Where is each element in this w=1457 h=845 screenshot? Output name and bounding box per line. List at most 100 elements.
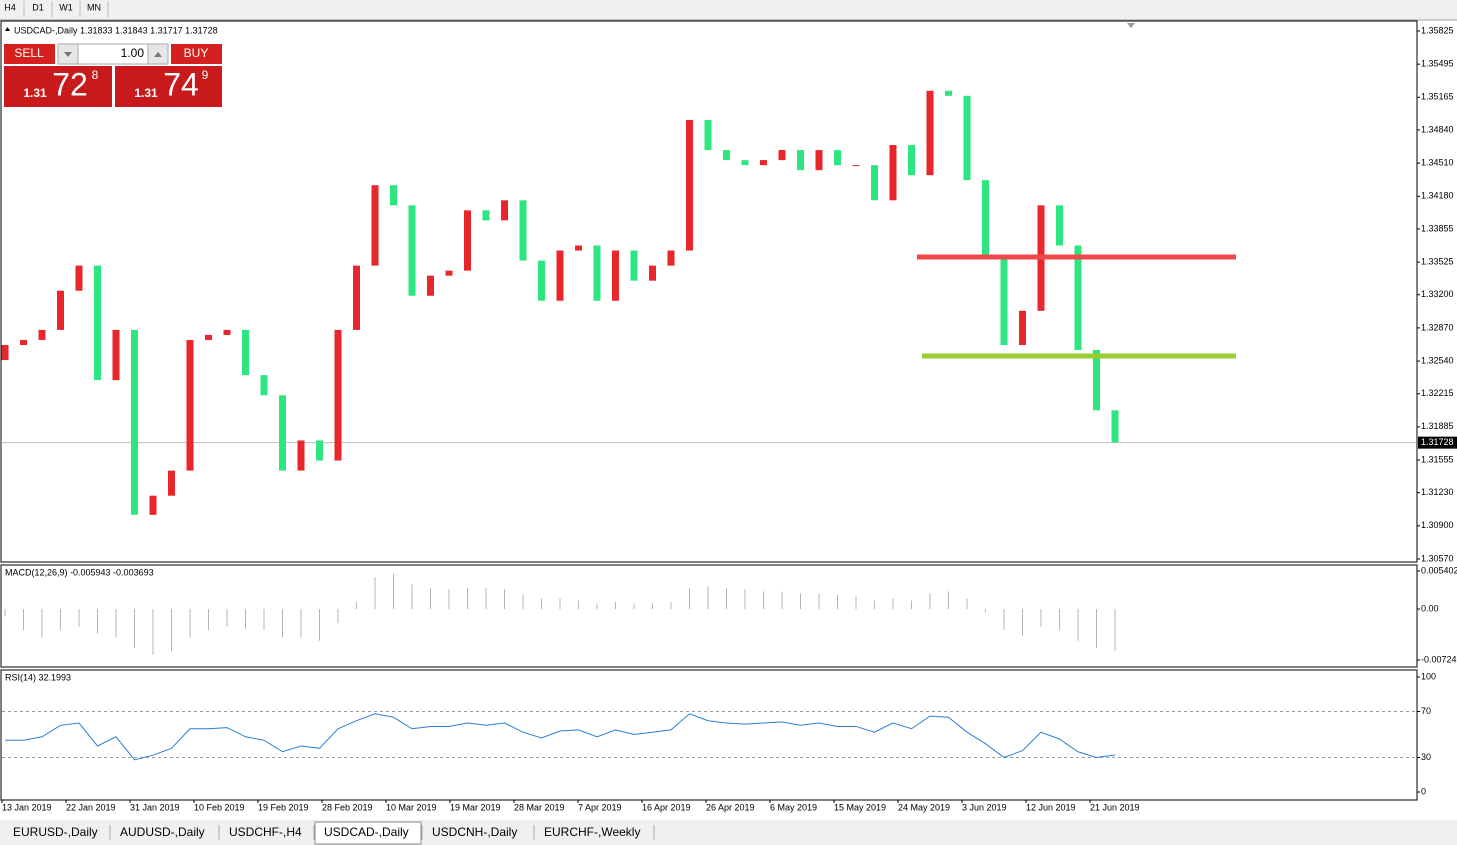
y-tick-label: 100: [1421, 671, 1436, 681]
candle: [908, 145, 915, 176]
y-tick-label: 1.33855: [1421, 223, 1454, 233]
macd-bar: [522, 594, 524, 610]
y-tick-label: 1.30900: [1421, 520, 1454, 530]
buy-price-box[interactable]: [115, 66, 222, 107]
y-tick-label: 0: [1421, 786, 1426, 796]
x-tick-label: 10 Feb 2019: [194, 802, 245, 812]
macd-bar: [911, 600, 912, 610]
y-tick-label: 1.34180: [1421, 191, 1454, 201]
tab-label[interactable]: EURUSD-,Daily: [13, 825, 98, 839]
candle: [242, 329, 249, 376]
buy-button[interactable]: [171, 44, 222, 64]
rsi-line: [5, 713, 1116, 761]
candle: [704, 119, 712, 151]
macd-bar: [874, 600, 875, 610]
current-price-box: [1418, 436, 1457, 449]
macd-bar: [707, 586, 709, 610]
candle: [852, 165, 860, 167]
tab[interactable]: [220, 824, 313, 842]
candle: [168, 470, 175, 496]
macd-bar: [1096, 609, 1097, 648]
macd-bar: [4, 609, 6, 617]
macd-bar: [781, 591, 783, 610]
timeframe-button[interactable]: MN: [87, 2, 101, 12]
tab[interactable]: [4, 824, 109, 842]
y-tick-label: 1.30570: [1421, 553, 1454, 563]
y-tick-label: 1.35825: [1421, 25, 1454, 35]
tab[interactable]: [423, 824, 533, 842]
macd-panel: [0, 564, 1418, 668]
candle: [760, 160, 767, 166]
candle: [75, 265, 83, 291]
candle: [371, 185, 379, 266]
main-panel: [0, 20, 1418, 563]
x-tick-label: 13 Jan 2019: [2, 802, 52, 812]
macd-bar: [652, 603, 653, 610]
macd-bar: [800, 593, 801, 610]
tab[interactable]: [111, 824, 218, 842]
macd-bar: [985, 609, 986, 613]
sell-label[interactable]: SELL: [14, 46, 44, 60]
x-tick-label: 21 Jun 2019: [1090, 802, 1140, 812]
y-tick-label: -0.00724: [1421, 654, 1457, 664]
macd-bar: [226, 609, 228, 627]
candle: [20, 339, 27, 345]
candle: [1093, 350, 1100, 411]
x-tick-label: 28 Feb 2019: [322, 802, 373, 812]
macd-bar: [763, 591, 764, 610]
x-tick-label: 31 Jan 2019: [130, 802, 180, 812]
x-tick-label: 26 Apr 2019: [706, 802, 755, 812]
buy-small: 9: [202, 68, 209, 82]
candle: [630, 250, 638, 281]
macd-bar: [393, 573, 394, 610]
timeframe-button[interactable]: H4: [4, 2, 16, 12]
rsi-title: RSI(14) 32.1993: [5, 672, 71, 682]
candle: [797, 150, 804, 171]
macd-bar: [300, 609, 302, 638]
y-tick-label: 1.33525: [1421, 256, 1454, 266]
tab[interactable]: [314, 821, 422, 845]
tab-label[interactable]: USDCNH-,Daily: [432, 825, 517, 839]
x-tick-label: 19 Feb 2019: [258, 802, 309, 812]
y-tick-label: 30: [1421, 752, 1431, 762]
title-arrow: [5, 27, 10, 31]
candle: [390, 185, 397, 206]
shift-marker: [1127, 23, 1135, 28]
macd-bar: [41, 609, 43, 638]
candle: [834, 150, 841, 166]
macd-bar: [633, 603, 635, 610]
candle: [815, 150, 823, 171]
y-tick-label: 1.34510: [1421, 158, 1454, 168]
chart-title: USDCAD-,Daily 1.31833 1.31843 1.31717 1.…: [14, 25, 218, 35]
lot-value[interactable]: 1.00: [121, 46, 145, 60]
tab-label[interactable]: EURCHF-,Weekly: [544, 825, 640, 839]
sell-price-box[interactable]: [4, 66, 112, 107]
x-tick-label: 12 Jun 2019: [1026, 802, 1076, 812]
macd-bar: [892, 598, 894, 610]
tab-label[interactable]: AUDUSD-,Daily: [120, 825, 205, 839]
macd-bar: [948, 591, 949, 610]
candle: [445, 270, 453, 276]
macd-bar: [374, 577, 376, 610]
x-tick-label: 28 Mar 2019: [514, 802, 565, 812]
y-tick-label: 1.31555: [1421, 454, 1454, 464]
macd-bar: [23, 609, 24, 631]
candle: [519, 200, 527, 261]
macd-bar: [208, 609, 209, 631]
candle: [556, 250, 564, 301]
buy-label[interactable]: BUY: [184, 46, 209, 60]
macd-bar: [504, 589, 505, 610]
candle: [38, 329, 46, 340]
sell-button[interactable]: [4, 44, 55, 64]
tab-label[interactable]: USDCAD-,Daily: [324, 825, 409, 839]
tab[interactable]: [535, 824, 653, 842]
tab-label[interactable]: USDCHF-,H4: [229, 825, 302, 839]
macd-bar: [541, 598, 542, 610]
macd-bar: [855, 596, 857, 610]
macd-bar: [837, 594, 838, 610]
candle: [1000, 255, 1008, 345]
candle: [593, 245, 601, 301]
candle: [427, 275, 434, 296]
timeframe-button[interactable]: W1: [59, 2, 73, 12]
timeframe-button[interactable]: D1: [32, 2, 44, 12]
